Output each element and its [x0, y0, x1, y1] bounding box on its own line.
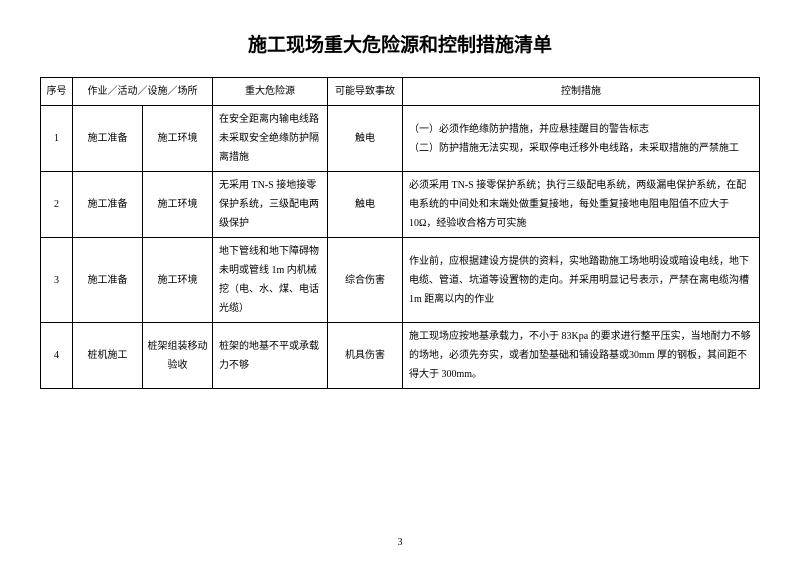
cell-accident: 机具伤害	[328, 323, 403, 389]
table-row: 1 施工准备 施工环境 在安全距离内输电线路未采取安全绝缘防护隔离措施 触电 （…	[41, 106, 760, 172]
cell-seq: 1	[41, 106, 73, 172]
table-row: 2 施工准备 施工环境 无采用 TN-S 接地接零保护系统，三级配电两级保护 触…	[41, 172, 760, 238]
cell-accident: 触电	[328, 106, 403, 172]
table-row: 3 施工准备 施工环境 地下管线和地下障碍物未明或管线 1m 内机械挖（电、水、…	[41, 238, 760, 323]
table-header-row: 序号 作业／活动／设施／场所 重大危险源 可能导致事故 控制措施	[41, 78, 760, 106]
page-number: 3	[0, 537, 800, 548]
cell-hazard: 地下管线和地下障碍物未明或管线 1m 内机械挖（电、水、煤、电话光缆）	[213, 238, 328, 323]
cell-act1: 施工准备	[73, 106, 143, 172]
cell-act1: 桩机施工	[73, 323, 143, 389]
cell-act2: 施工环境	[143, 238, 213, 323]
cell-control: 必须采用 TN-S 接零保护系统；执行三级配电系统，两级漏电保护系统，在配电系统…	[403, 172, 760, 238]
col-control: 控制措施	[403, 78, 760, 106]
cell-seq: 3	[41, 238, 73, 323]
cell-accident: 触电	[328, 172, 403, 238]
cell-seq: 4	[41, 323, 73, 389]
table-body: 1 施工准备 施工环境 在安全距离内输电线路未采取安全绝缘防护隔离措施 触电 （…	[41, 106, 760, 389]
cell-control: 作业前，应根据建设方提供的资料，实地踏勘施工场地明设或暗设电线，地下电缆、管道、…	[403, 238, 760, 323]
col-hazard: 重大危险源	[213, 78, 328, 106]
col-accident: 可能导致事故	[328, 78, 403, 106]
page-title: 施工现场重大危险源和控制措施清单	[40, 30, 760, 57]
cell-control: （一）必须作绝缘防护措施，并应悬挂醒目的警告标志（二）防护措施无法实现，采取停电…	[403, 106, 760, 172]
cell-hazard: 无采用 TN-S 接地接零保护系统，三级配电两级保护	[213, 172, 328, 238]
cell-act1: 施工准备	[73, 238, 143, 323]
col-seq: 序号	[41, 78, 73, 106]
cell-act2: 施工环境	[143, 106, 213, 172]
cell-seq: 2	[41, 172, 73, 238]
hazard-table: 序号 作业／活动／设施／场所 重大危险源 可能导致事故 控制措施 1 施工准备 …	[40, 77, 760, 389]
table-row: 4 桩机施工 桩架组装移动验收 桩架的地基不平或承载力不够 机具伤害 施工现场应…	[41, 323, 760, 389]
cell-act2: 施工环境	[143, 172, 213, 238]
cell-control: 施工现场应按地基承载力，不小于 83Kpa 的要求进行整平压实，当地耐力不够的场…	[403, 323, 760, 389]
cell-act1: 施工准备	[73, 172, 143, 238]
cell-accident: 综合伤害	[328, 238, 403, 323]
cell-hazard: 在安全距离内输电线路未采取安全绝缘防护隔离措施	[213, 106, 328, 172]
cell-hazard: 桩架的地基不平或承载力不够	[213, 323, 328, 389]
cell-act2: 桩架组装移动验收	[143, 323, 213, 389]
col-activity: 作业／活动／设施／场所	[73, 78, 213, 106]
